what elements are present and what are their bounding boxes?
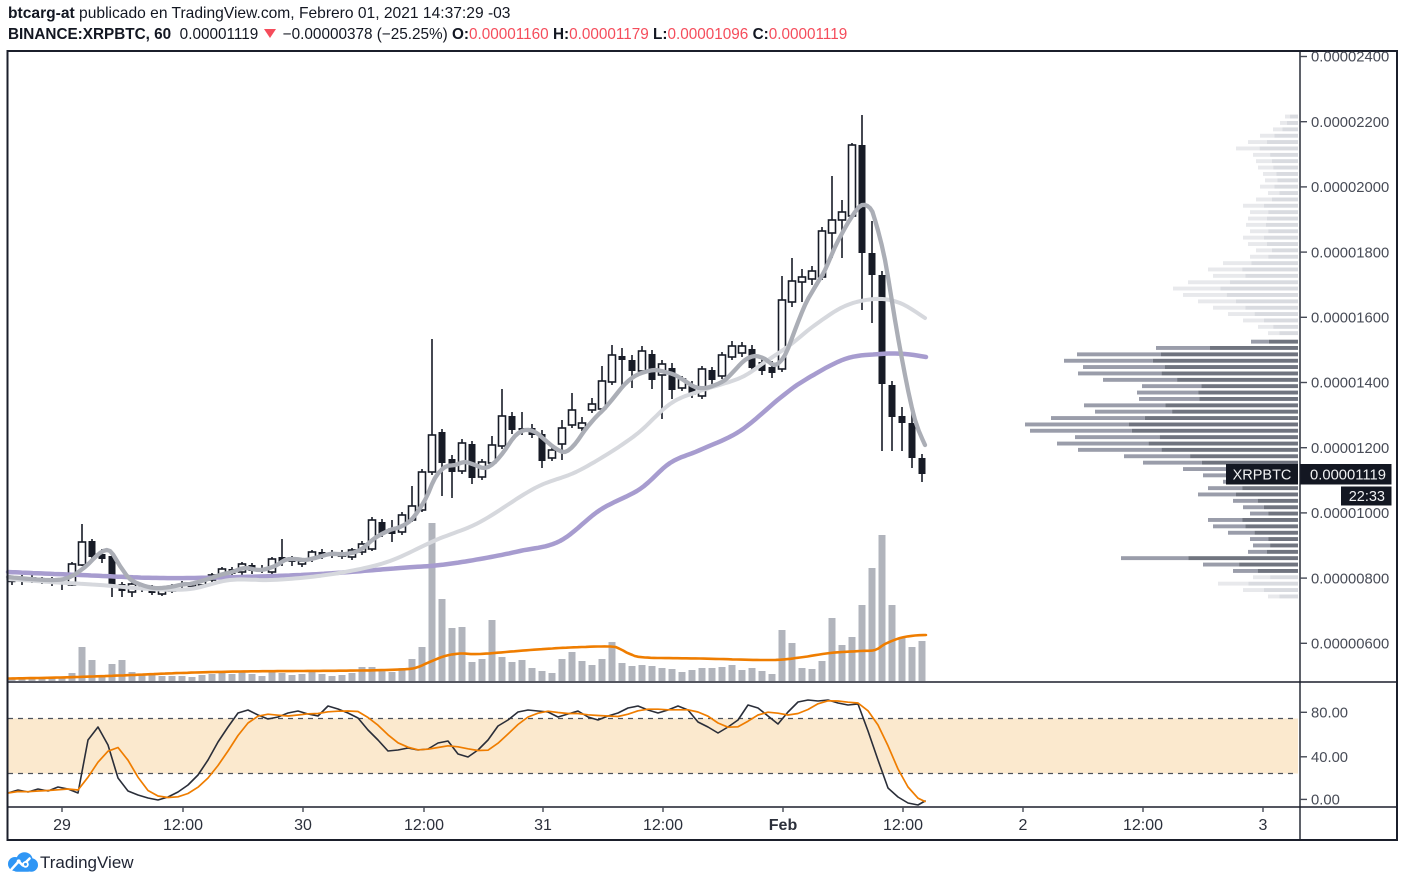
svg-text:29: 29 — [53, 817, 71, 834]
svg-text:0.00002400: 0.00002400 — [1311, 50, 1389, 66]
svg-text:TradingView: TradingView — [40, 853, 134, 872]
svg-text:3: 3 — [1259, 817, 1268, 834]
svg-text:0.00002000: 0.00002000 — [1311, 180, 1389, 196]
svg-text:12:00: 12:00 — [163, 817, 203, 834]
svg-text:0.00001400: 0.00001400 — [1311, 376, 1389, 392]
svg-text:22:33: 22:33 — [1349, 489, 1385, 505]
svg-text:0.00: 0.00 — [1311, 793, 1340, 809]
svg-text:40.00: 40.00 — [1311, 750, 1348, 766]
svg-text:0.00001119: 0.00001119 — [1310, 468, 1386, 484]
svg-text:2: 2 — [1019, 817, 1028, 834]
svg-text:12:00: 12:00 — [404, 817, 444, 834]
svg-text:Feb: Feb — [769, 817, 798, 834]
svg-text:0.00002200: 0.00002200 — [1311, 115, 1389, 131]
svg-text:0.00000800: 0.00000800 — [1311, 571, 1389, 587]
svg-text:12:00: 12:00 — [883, 817, 923, 834]
svg-text:0.00001600: 0.00001600 — [1311, 311, 1389, 327]
svg-text:12:00: 12:00 — [1123, 817, 1163, 834]
svg-text:0.00000600: 0.00000600 — [1311, 637, 1389, 653]
svg-text:80.00: 80.00 — [1311, 706, 1348, 722]
svg-text:0.00001000: 0.00001000 — [1311, 506, 1389, 522]
svg-text:30: 30 — [294, 817, 312, 834]
svg-text:0.00001200: 0.00001200 — [1311, 441, 1389, 457]
svg-text:12:00: 12:00 — [643, 817, 683, 834]
svg-text:XRPBTC: XRPBTC — [1233, 468, 1292, 484]
svg-text:0.00001800: 0.00001800 — [1311, 245, 1389, 261]
svg-text:31: 31 — [534, 817, 552, 834]
